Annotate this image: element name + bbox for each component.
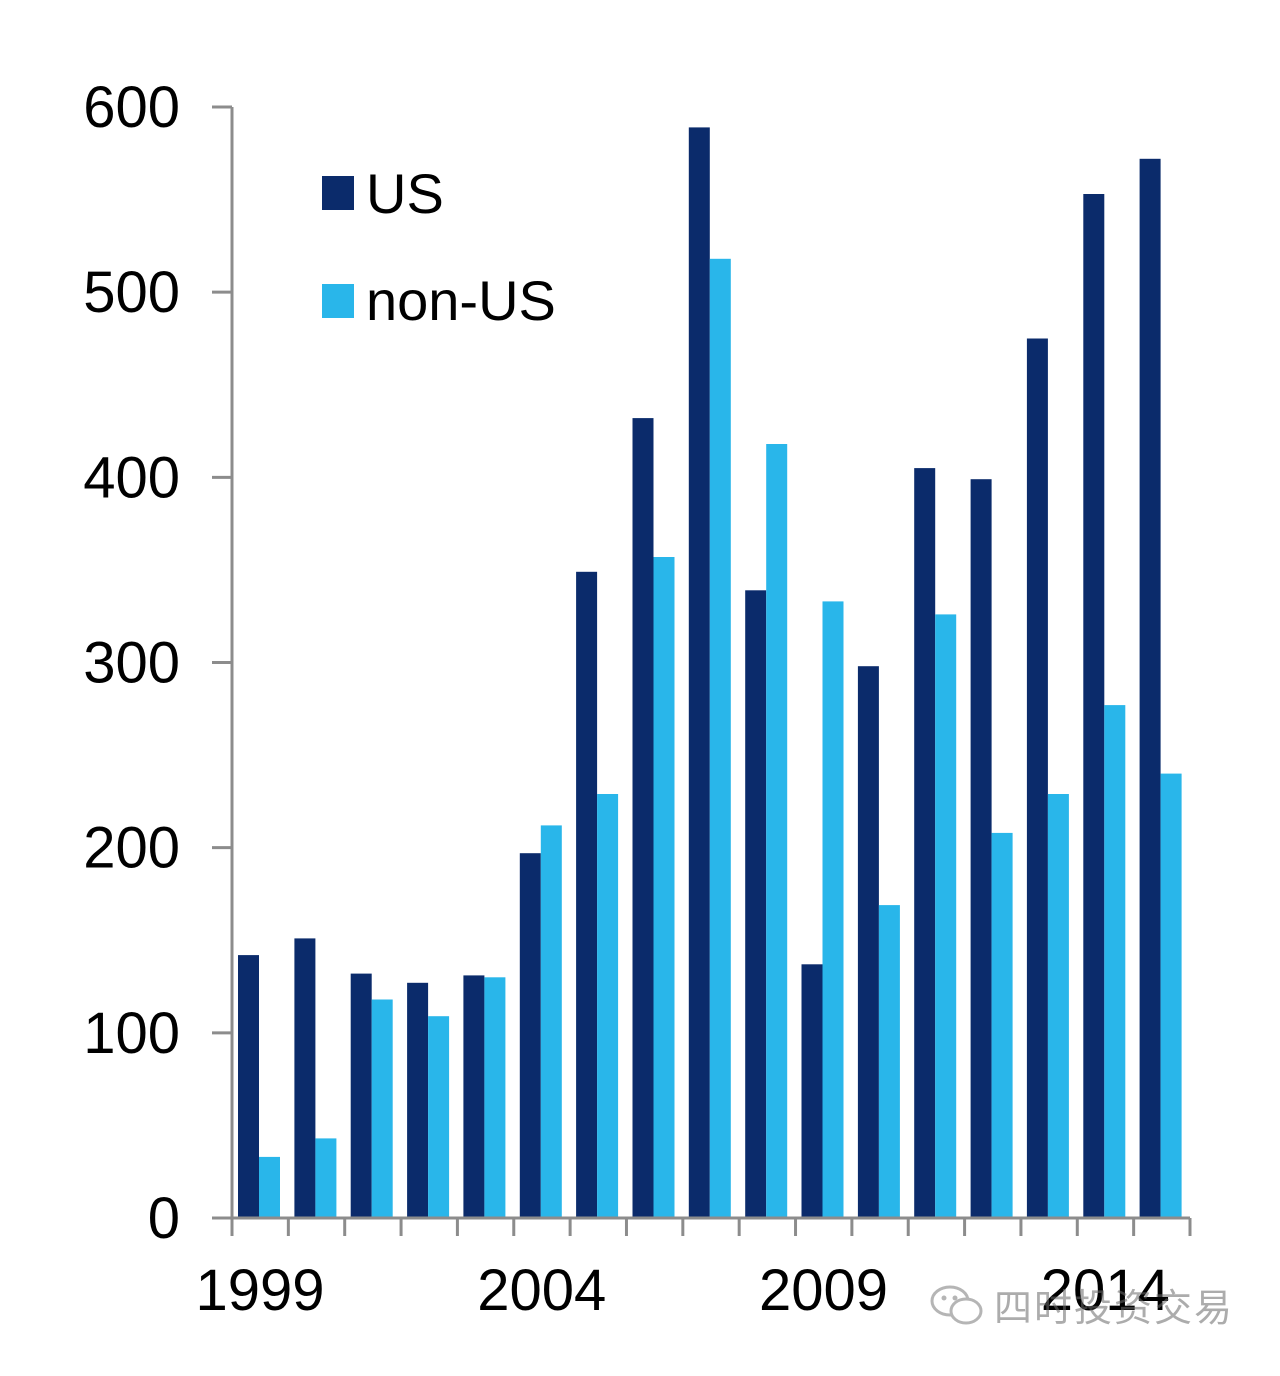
bar-us-2013	[1026, 338, 1048, 1218]
bar-us-2009	[801, 964, 823, 1218]
bar-non-us-2005	[597, 794, 619, 1218]
bar-non-us-2015	[1160, 773, 1182, 1218]
bar-us-2012	[970, 479, 992, 1218]
bar-us-2005	[576, 571, 598, 1218]
bar-us-2002	[407, 982, 429, 1218]
y-tick-label: 0	[148, 1186, 180, 1251]
bar-non-us-2001	[371, 999, 393, 1218]
legend-label-us: US	[366, 162, 444, 225]
legend: US non-US	[322, 162, 556, 332]
bar-non-us-1999	[259, 1156, 280, 1218]
watermark-text: 四时投资交易	[993, 1286, 1234, 1330]
x-tick-label: 2009	[759, 1258, 888, 1323]
legend-swatch-us	[322, 176, 354, 210]
bars-group	[238, 127, 1182, 1219]
bar-non-us-2012	[991, 832, 1013, 1218]
bar-non-us-2013	[1047, 794, 1069, 1218]
x-tick-label: 2014	[1041, 1258, 1170, 1323]
bar-non-us-2002	[428, 1016, 450, 1218]
y-ticks-group: 0 100 200 300 400 500 600	[83, 75, 232, 1251]
bar-us-2014	[1083, 194, 1105, 1218]
bar-us-2000	[294, 938, 316, 1218]
y-tick-label: 600	[83, 75, 180, 140]
bar-us-2010	[857, 666, 879, 1218]
x-ticks-group: 1999 2004 2009 2014	[195, 1218, 1192, 1323]
bar-us-2007	[688, 127, 710, 1218]
bar-non-us-2011	[935, 614, 957, 1218]
bar-non-us-2007	[709, 258, 731, 1218]
bar-non-us-2010	[878, 905, 900, 1218]
bar-non-us-2006	[653, 557, 675, 1218]
bar-us-2006	[632, 418, 654, 1219]
bar-non-us-2000	[315, 1138, 337, 1218]
watermark: 四时投资交易	[930, 1277, 1234, 1332]
y-tick-label: 400	[83, 445, 180, 510]
legend-swatch-non-us	[322, 284, 354, 318]
bar-us-2008	[745, 590, 767, 1218]
y-tick-label: 100	[83, 1001, 180, 1066]
legend-label-non-us: non-US	[366, 269, 556, 332]
wechat-icon	[930, 1285, 983, 1324]
bar-non-us-2008	[766, 444, 788, 1218]
y-tick-label: 500	[83, 260, 180, 325]
bar-us-2015	[1139, 158, 1161, 1218]
bar-us-2004	[519, 853, 541, 1218]
bar-us-1999	[238, 955, 259, 1218]
x-tick-label: 1999	[195, 1258, 324, 1323]
x-tick-label: 2004	[477, 1258, 606, 1323]
bar-us-2003	[463, 975, 485, 1218]
bar-non-us-2003	[484, 977, 506, 1218]
y-tick-label: 300	[83, 631, 180, 696]
bar-non-us-2004	[540, 825, 562, 1218]
bar-us-2001	[350, 973, 372, 1218]
bar-non-us-2009	[822, 601, 844, 1218]
bar-non-us-2014	[1104, 705, 1126, 1218]
y-tick-label: 200	[83, 816, 180, 881]
bar-us-2011	[914, 468, 936, 1219]
